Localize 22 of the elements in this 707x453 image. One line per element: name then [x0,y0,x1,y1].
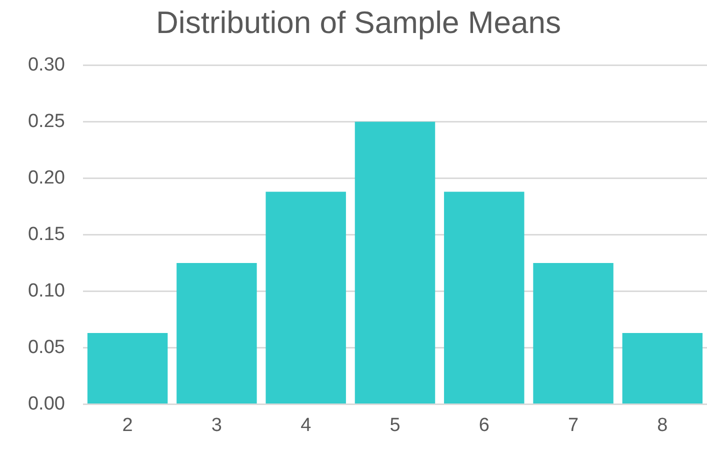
bar [176,262,257,404]
bar [444,192,524,404]
x-tick-label: 4 [300,414,312,436]
x-tick-label: 2 [122,414,133,436]
bar [622,333,703,404]
bar [266,192,346,404]
x-tick-label: 7 [568,414,579,436]
bar [533,262,614,404]
x-tick-label: 3 [211,414,222,436]
x-tick-label: 5 [390,414,400,436]
y-tick-label: 0.25 [28,110,65,132]
y-tick-label: 0.30 [28,54,65,76]
y-tick-label: 0.00 [28,393,65,414]
y-tick-label: 0.20 [28,167,65,188]
bar [87,333,168,404]
bar [354,122,436,404]
x-tick-label: 6 [478,414,490,436]
y-tick-label: 0.15 [28,224,65,245]
chart-title: Distribution of Sample Means [156,5,561,40]
y-tick-label: 0.05 [28,336,65,358]
x-tick-label: 8 [657,414,668,436]
y-tick-label: 0.10 [28,280,65,302]
